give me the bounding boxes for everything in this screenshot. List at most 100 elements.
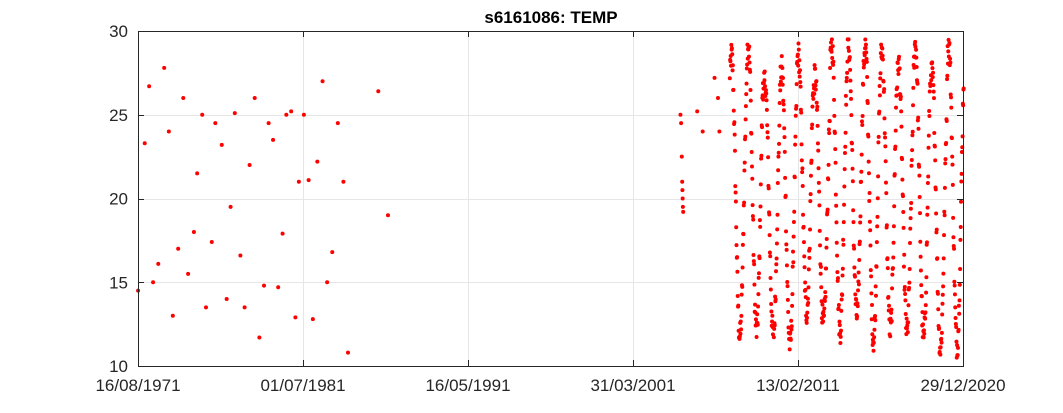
data-point xyxy=(955,345,960,350)
data-point xyxy=(755,322,760,327)
data-point xyxy=(784,229,789,234)
data-point xyxy=(735,293,740,298)
data-point xyxy=(921,335,926,340)
data-point xyxy=(752,262,757,267)
data-point xyxy=(901,209,906,214)
data-point xyxy=(774,241,779,246)
data-point xyxy=(823,290,828,295)
data-point xyxy=(261,283,266,288)
data-point xyxy=(943,157,948,162)
data-point xyxy=(801,240,806,245)
data-point xyxy=(958,225,963,230)
data-point xyxy=(906,320,911,325)
data-point xyxy=(790,264,795,269)
data-point xyxy=(166,129,171,134)
data-point xyxy=(836,306,841,311)
data-point xyxy=(728,59,733,64)
data-point xyxy=(788,330,793,335)
data-point xyxy=(870,332,875,337)
data-point xyxy=(953,305,958,310)
data-point xyxy=(952,246,957,251)
data-point xyxy=(901,264,906,269)
data-point xyxy=(739,292,744,297)
data-point xyxy=(841,242,846,247)
data-point xyxy=(780,75,785,80)
data-point xyxy=(948,60,953,65)
data-point xyxy=(732,132,737,137)
data-point xyxy=(882,131,887,136)
data-point xyxy=(959,171,964,176)
data-point xyxy=(754,335,759,340)
data-point xyxy=(806,285,811,290)
data-point xyxy=(758,224,763,229)
data-point xyxy=(764,107,769,112)
data-point xyxy=(892,172,897,177)
data-point xyxy=(808,199,813,204)
data-point xyxy=(943,161,948,166)
data-point xyxy=(191,230,196,234)
data-point xyxy=(909,200,914,205)
chart-title: s6161086: TEMP xyxy=(484,8,617,27)
data-point xyxy=(927,114,932,119)
data-point xyxy=(835,253,840,258)
data-point xyxy=(680,204,685,209)
data-point xyxy=(768,254,773,259)
data-point xyxy=(827,131,832,136)
data-point xyxy=(846,48,851,53)
x-tick-label: 31/03/2001 xyxy=(590,376,675,395)
data-point xyxy=(791,249,796,254)
data-point xyxy=(815,104,820,109)
data-point xyxy=(280,231,285,236)
data-point xyxy=(911,103,916,108)
data-point xyxy=(817,228,822,233)
data-point xyxy=(945,77,950,82)
data-point xyxy=(890,272,895,277)
data-point xyxy=(739,313,744,318)
data-point xyxy=(902,252,907,257)
data-point xyxy=(742,200,747,205)
data-point xyxy=(874,240,879,245)
data-point xyxy=(852,274,857,279)
data-point xyxy=(680,179,685,184)
data-point xyxy=(769,309,774,314)
data-point xyxy=(850,166,855,171)
data-point xyxy=(935,291,940,296)
grid-layer xyxy=(138,31,963,366)
data-point xyxy=(763,84,768,89)
data-point xyxy=(810,104,815,109)
data-point xyxy=(863,45,868,50)
data-point xyxy=(955,353,960,358)
data-point xyxy=(931,70,936,75)
data-point xyxy=(320,79,325,84)
data-point xyxy=(170,313,175,318)
data-point xyxy=(769,301,774,306)
data-point xyxy=(717,129,722,134)
data-point xyxy=(852,246,857,251)
data-point xyxy=(867,191,872,196)
data-point xyxy=(822,298,827,303)
data-point xyxy=(853,292,858,297)
data-point xyxy=(814,79,819,84)
data-point xyxy=(742,168,747,173)
data-point xyxy=(768,287,773,292)
data-point xyxy=(808,192,813,197)
data-point xyxy=(757,218,762,223)
data-point xyxy=(385,213,390,218)
data-point xyxy=(801,224,806,229)
data-point xyxy=(942,209,947,214)
data-point xyxy=(743,104,748,109)
data-point xyxy=(944,140,949,145)
data-point xyxy=(893,128,898,133)
data-point xyxy=(895,61,900,66)
data-point xyxy=(808,227,813,232)
data-point xyxy=(765,135,770,140)
data-point xyxy=(756,271,761,276)
data-point xyxy=(917,164,922,169)
data-point xyxy=(770,313,775,318)
data-point xyxy=(771,335,776,340)
data-point xyxy=(900,194,905,199)
data-point xyxy=(899,124,904,129)
data-point xyxy=(831,62,836,67)
data-point xyxy=(156,261,161,266)
